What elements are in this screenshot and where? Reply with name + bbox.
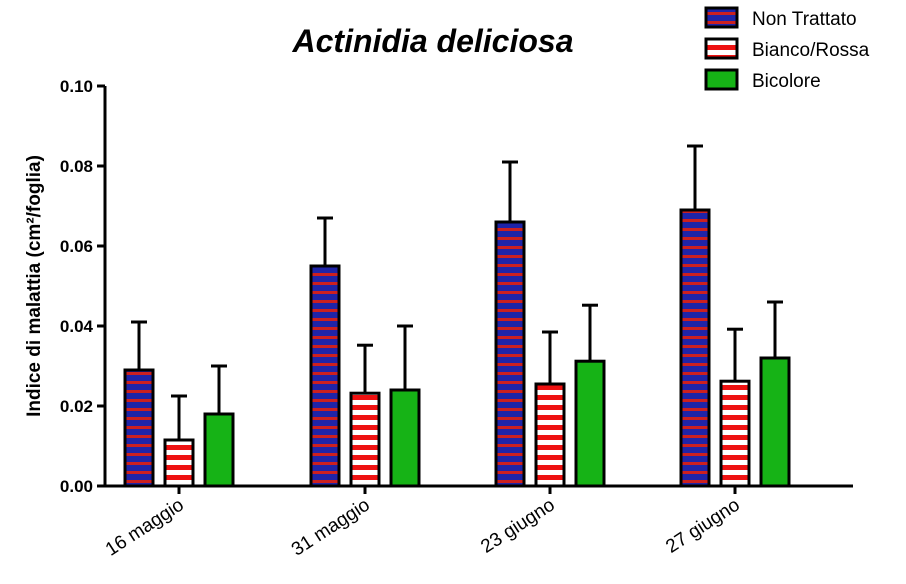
x-tick-label: 23 giugno — [477, 495, 558, 558]
bar-bicolore — [574, 359, 606, 488]
bar-bianco-rossa — [534, 382, 566, 488]
bar-bianco-rossa — [163, 438, 195, 488]
y-tick-label: 0.00 — [60, 477, 93, 496]
y-tick-label: 0.02 — [60, 397, 93, 416]
bar-bicolore — [203, 412, 235, 488]
y-tick-label: 0.06 — [60, 237, 93, 256]
y-axis: 0.00 0.02 0.04 0.06 0.08 0.10 — [60, 77, 107, 496]
bar-bicolore — [389, 388, 421, 488]
legend-swatch — [704, 68, 739, 91]
legend: Non Trattato Bianco/Rossa Bicolore — [704, 6, 870, 92]
bar-non-trattato — [123, 368, 155, 488]
legend-label: Bianco/Rossa — [752, 40, 870, 61]
x-tick-label: 16 maggio — [102, 495, 188, 561]
legend-swatch — [704, 6, 739, 29]
chart-title: Actinidia deliciosa — [292, 23, 574, 59]
bar-non-trattato — [309, 264, 341, 488]
y-tick-label: 0.04 — [60, 317, 94, 336]
legend-swatch — [704, 37, 739, 60]
bar-bicolore — [759, 356, 791, 488]
bar-bianco-rossa — [719, 379, 751, 488]
legend-label: Bicolore — [752, 71, 821, 92]
bar-non-trattato — [494, 220, 526, 488]
y-tick-label: 0.10 — [60, 77, 93, 96]
legend-label: Non Trattato — [752, 9, 857, 30]
bar-bianco-rossa — [349, 391, 381, 488]
y-tick-label: 0.08 — [60, 157, 93, 176]
x-tick-label: 27 giugno — [662, 495, 743, 558]
error-bars-group — [131, 144, 783, 440]
bars-group — [123, 208, 791, 488]
x-axis: 16 maggio 31 maggio 23 giugno 27 giugno — [102, 484, 853, 561]
x-tick-label: 31 maggio — [288, 495, 374, 561]
bar-non-trattato — [679, 208, 711, 488]
y-axis-label: Indice di malattia (cm²/foglia) — [24, 155, 45, 417]
